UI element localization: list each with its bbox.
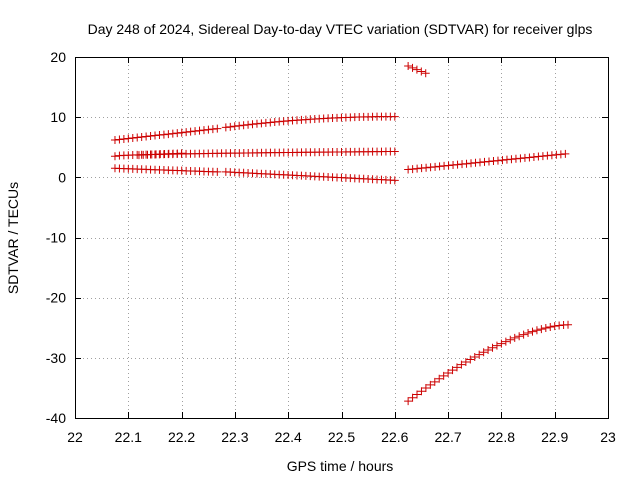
data-points: [110, 62, 573, 406]
data-point-marker: [421, 384, 430, 393]
data-point-marker: [497, 339, 506, 348]
data-point-marker: [561, 149, 570, 158]
data-point-marker: [524, 329, 533, 338]
data-point-marker: [555, 321, 564, 330]
data-point-marker: [239, 121, 248, 130]
chart-title: Day 248 of 2024, Sidereal Day-to-day VTE…: [88, 21, 593, 37]
data-point-marker: [235, 121, 244, 130]
x-tick-label: 22.2: [168, 429, 195, 445]
data-point-marker: [537, 325, 546, 334]
series-sat-a: [110, 124, 222, 145]
data-point-marker: [421, 69, 430, 78]
data-point-marker: [470, 352, 479, 361]
data-point-marker: [439, 371, 448, 380]
data-point-marker: [213, 167, 222, 176]
data-point-marker: [390, 112, 399, 121]
series-sat-e: [404, 62, 430, 78]
data-point-marker: [564, 320, 573, 329]
data-point-marker: [506, 335, 515, 344]
x-axis-tick-labels: 22 22.1 22.2 22.3 22.4 22.5 22.6 22.7 22.8 22.9 23: [67, 429, 616, 445]
x-tick-label: 23: [600, 429, 616, 445]
series-sat-f: [404, 320, 573, 406]
data-point-marker: [412, 65, 421, 74]
data-point-marker: [404, 397, 413, 406]
data-point-marker: [510, 333, 519, 342]
data-point-marker: [541, 323, 550, 332]
data-point-marker: [492, 341, 501, 350]
data-point-marker: [515, 332, 524, 341]
data-point-marker: [413, 390, 422, 399]
data-point-marker: [501, 337, 510, 346]
data-point-marker: [444, 368, 453, 377]
data-point-marker: [390, 147, 399, 156]
data-point-marker: [390, 176, 399, 185]
data-point-marker: [479, 348, 488, 357]
data-point-marker: [546, 323, 555, 332]
y-tick-label: -40: [46, 410, 66, 426]
data-point-marker: [452, 363, 461, 372]
y-tick-label: -20: [46, 290, 66, 306]
data-point-marker: [550, 322, 559, 331]
data-point-marker: [408, 393, 417, 402]
series-sat-c: [110, 164, 222, 176]
data-point-marker: [110, 152, 119, 161]
y-axis-tick-labels: 20 10 0 -10 -20 -30 -40: [46, 49, 66, 426]
x-tick-label: 22.1: [115, 429, 142, 445]
data-point-marker: [435, 374, 444, 383]
x-tick-label: 22.7: [434, 429, 461, 445]
data-point-marker: [177, 149, 186, 158]
x-axis-label: GPS time / hours: [287, 458, 394, 474]
data-point-marker: [519, 330, 528, 339]
data-point-marker: [461, 358, 470, 367]
y-axis-label: SDTVAR / TECUs: [5, 182, 21, 294]
x-tick-label: 22.3: [221, 429, 248, 445]
data-point-marker: [528, 327, 537, 336]
data-point-marker: [221, 123, 230, 132]
data-point-marker: [532, 326, 541, 335]
data-point-marker: [213, 124, 222, 133]
y-tick-label: 0: [58, 169, 66, 185]
data-point-marker: [466, 355, 475, 364]
series-sat-b2: [134, 149, 186, 160]
data-point-marker: [408, 63, 417, 72]
data-point-marker: [417, 67, 426, 76]
y-tick-label: 10: [50, 109, 66, 125]
data-point-marker: [430, 377, 439, 386]
y-tick-label: -30: [46, 350, 66, 366]
x-tick-label: 22.9: [541, 429, 568, 445]
axis-ticks: [75, 57, 609, 419]
data-point-marker: [448, 366, 457, 375]
data-point-marker: [426, 380, 435, 389]
grid-lines: [75, 57, 608, 418]
data-point-marker: [484, 345, 493, 354]
x-tick-label: 22.4: [275, 429, 302, 445]
series-sat-a2: [221, 112, 399, 132]
x-tick-label: 22.5: [328, 429, 355, 445]
data-point-marker: [475, 350, 484, 359]
data-point-marker: [488, 343, 497, 352]
data-point-marker: [404, 62, 413, 71]
data-point-marker: [226, 122, 235, 131]
data-point-marker: [457, 360, 466, 369]
x-tick-label: 22.8: [488, 429, 515, 445]
data-point-marker: [230, 122, 239, 131]
series-sat-c2: [221, 167, 399, 185]
y-tick-label: 20: [50, 49, 66, 65]
y-tick-label: -10: [46, 230, 66, 246]
x-tick-label: 22.6: [381, 429, 408, 445]
series-sat-d: [404, 149, 570, 174]
data-point-marker: [417, 387, 426, 396]
x-tick-label: 22: [67, 429, 83, 445]
